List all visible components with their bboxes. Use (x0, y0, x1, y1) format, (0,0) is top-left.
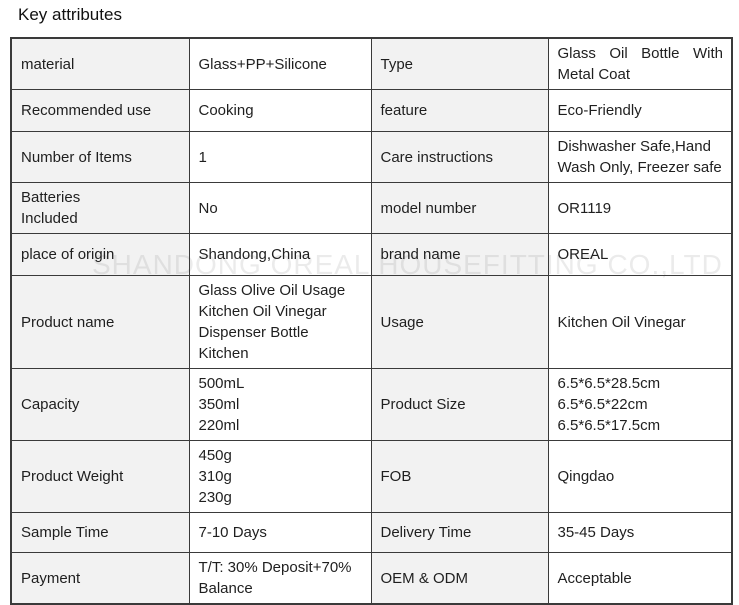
attribute-value-cell: 450g 310g 230g (188, 440, 372, 513)
attribute-value-cell: Glass Olive Oil Usage Kitchen Oil Vinega… (188, 275, 372, 369)
attribute-value-cell: Glass Oil Bottle With Metal Coat (547, 37, 733, 90)
attribute-label-cell: Number of Items (10, 131, 190, 183)
attribute-value-cell: 6.5*6.5*28.5cm 6.5*6.5*22cm 6.5*6.5*17.5… (547, 368, 733, 441)
attribute-label-cell: Type (370, 37, 549, 90)
attribute-label-cell: place of origin (10, 233, 190, 276)
attribute-label-cell: Capacity (10, 368, 190, 441)
attribute-value-cell: Cooking (188, 89, 372, 132)
attribute-label-cell: model number (370, 182, 549, 234)
attribute-value-cell: OR1119 (547, 182, 733, 234)
table-row: Payment T/T: 30% Deposit+70% Balance OEM &… (10, 552, 733, 605)
table-row: Capacity 500mL 350ml 220ml Product Size 6.5… (10, 368, 733, 441)
attribute-label-cell: Batteries Included (10, 182, 190, 234)
table-row: place of origin Shandong,China brand name O… (10, 233, 733, 276)
attribute-label-cell: Product Size (370, 368, 549, 441)
attribute-value-cell: Shandong,China (188, 233, 372, 276)
key-attributes-table: material Glass+PP+Silicone Type Glass Oil B… (10, 37, 733, 605)
attribute-label-cell: Care instructions (370, 131, 549, 183)
attribute-label-cell: Product name (10, 275, 190, 369)
table-row: Product Weight 450g 310g 230g FOB Qingdao (10, 440, 733, 513)
attribute-value-cell: Qingdao (547, 440, 733, 513)
attribute-value-cell: OREAL (547, 233, 733, 276)
attribute-label-cell: brand name (370, 233, 549, 276)
attribute-label-cell: feature (370, 89, 549, 132)
attribute-label-cell: OEM & ODM (370, 552, 549, 605)
page-title: Key attributes (18, 5, 122, 24)
table-row: Recommended use Cooking feature Eco-Friendl… (10, 89, 733, 132)
attribute-label-cell: material (10, 37, 190, 90)
attribute-value-cell: 1 (188, 131, 372, 183)
table-row: Product name Glass Olive Oil Usage Kitche… (10, 275, 733, 369)
attribute-value-cell: 7-10 Days (188, 512, 372, 553)
attribute-value-cell: Eco-Friendly (547, 89, 733, 132)
table-row: Batteries Included No model number OR1119 (10, 182, 733, 234)
attribute-value-cell: 35-45 Days (547, 512, 733, 553)
attribute-value-cell: No (188, 182, 372, 234)
attribute-value-cell: Kitchen Oil Vinegar (547, 275, 733, 369)
attribute-label-cell: Delivery Time (370, 512, 549, 553)
attribute-label-cell: Usage (370, 275, 549, 369)
attribute-value-cell: Dishwasher Safe,Hand Wash Only, Freezer … (547, 131, 733, 183)
attribute-label-cell: Sample Time (10, 512, 190, 553)
attribute-label-cell: FOB (370, 440, 549, 513)
attribute-label-cell: Payment (10, 552, 190, 605)
table-row: material Glass+PP+Silicone Type Glass Oil B… (10, 37, 733, 90)
attribute-value-cell: Acceptable (547, 552, 733, 605)
table-row: Number of Items 1 Care instructions Dishwas… (10, 131, 733, 183)
attribute-label-cell: Product Weight (10, 440, 190, 513)
attribute-value-cell: Glass+PP+Silicone (188, 37, 372, 90)
attribute-label-cell: Recommended use (10, 89, 190, 132)
attribute-value-cell: 500mL 350ml 220ml (188, 368, 372, 441)
attribute-value-cell: T/T: 30% Deposit+70% Balance (188, 552, 372, 605)
table-row: Sample Time 7-10 Days Delivery Time 35-45 D… (10, 512, 733, 553)
